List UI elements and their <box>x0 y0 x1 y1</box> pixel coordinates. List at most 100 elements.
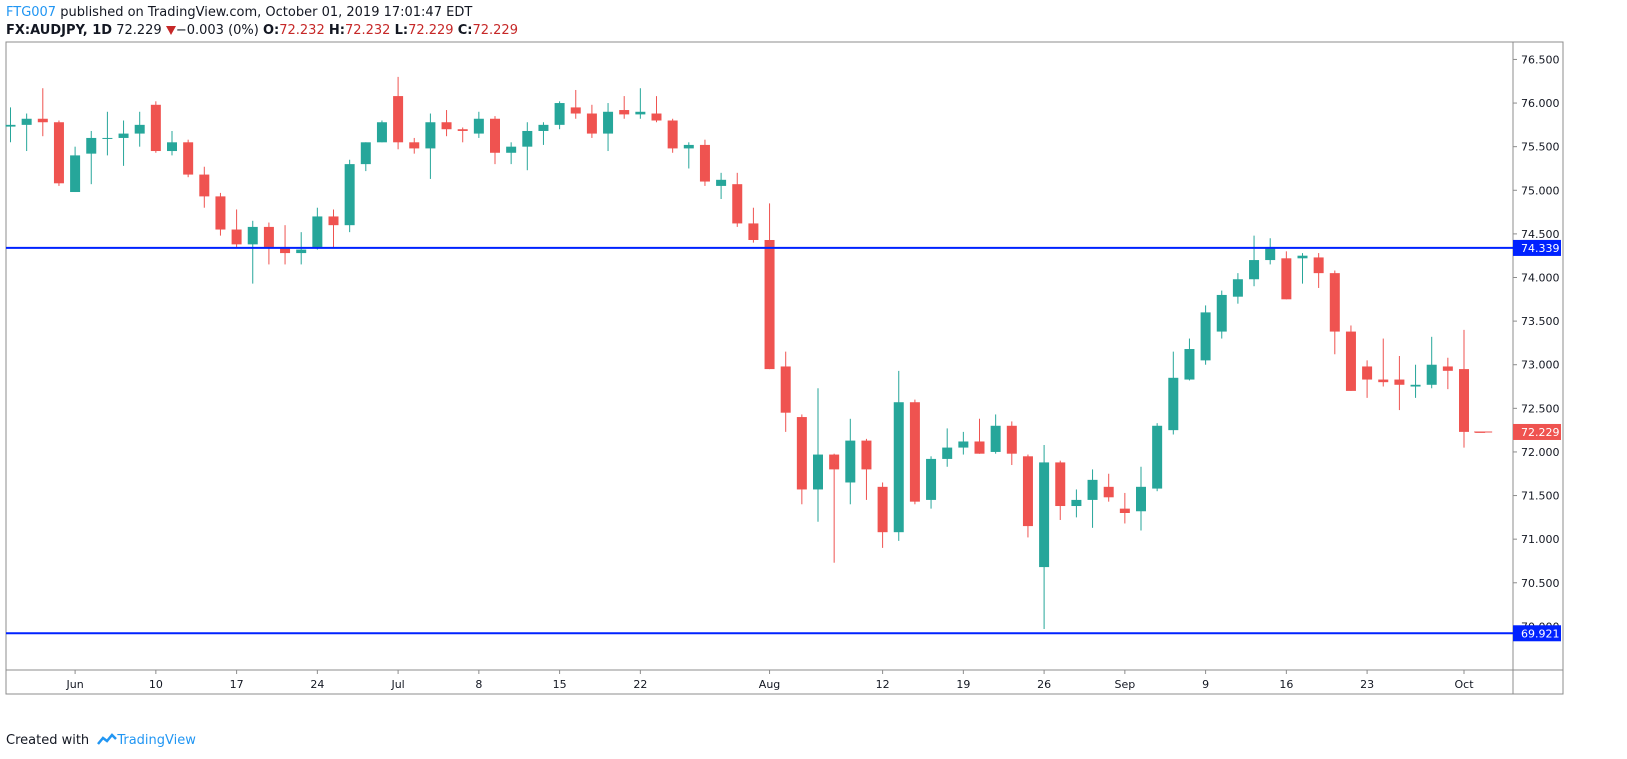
candle-body <box>619 110 630 115</box>
candle <box>328 209 339 247</box>
candle <box>635 88 646 119</box>
candle-body <box>1410 384 1421 387</box>
candle <box>1136 466 1146 531</box>
candle <box>619 96 630 119</box>
x-tick-label: Jul <box>390 678 404 691</box>
candle <box>21 113 32 152</box>
candle <box>473 111 484 138</box>
candle-body <box>942 447 953 459</box>
candle-body <box>974 441 985 454</box>
candle <box>199 166 210 208</box>
candle <box>1119 492 1130 524</box>
hline-price-tag: 69.921 <box>1521 627 1560 640</box>
x-tick-label: Oct <box>1454 678 1474 691</box>
author-link[interactable]: FTG007 <box>6 5 57 20</box>
candle-body <box>441 122 452 130</box>
price-tags-layer: 74.339 69.921 72.229 <box>1474 239 1561 642</box>
chart-header: FTG007 published on TradingView.com, Oct… <box>6 4 518 40</box>
candles-layer <box>5 76 1486 630</box>
candle-body <box>958 441 969 448</box>
candle-body <box>1362 366 1373 380</box>
candle <box>1168 351 1179 435</box>
candle <box>183 139 194 178</box>
candle <box>1232 273 1243 304</box>
candle <box>1006 421 1017 466</box>
candle <box>150 101 161 153</box>
candle <box>683 142 694 169</box>
candle-body <box>215 196 226 230</box>
candle-body <box>1442 366 1453 371</box>
time-axis: Jun 10 17 24 Jul 8 15 22 Aug 12 19 26 Sep 9 16 23 Oct <box>66 670 1474 691</box>
candle-body <box>86 137 97 154</box>
candle <box>861 438 872 500</box>
candle-body <box>167 142 177 152</box>
candle <box>1459 329 1469 448</box>
candle-body <box>522 130 533 147</box>
candle <box>490 116 500 165</box>
price-axis: 70.00070.50071.00071.50072.00072.50073.0… <box>1513 53 1560 633</box>
candle-body <box>1426 364 1437 385</box>
candle <box>813 388 823 522</box>
candle <box>699 139 710 186</box>
candle <box>877 482 888 548</box>
candle-body <box>1232 279 1243 297</box>
candle-body <box>37 118 48 123</box>
candle <box>1071 489 1082 518</box>
candle-body <box>102 137 113 139</box>
candle-body <box>1022 456 1033 527</box>
candle-body <box>990 425 1001 452</box>
candle-body <box>909 402 920 502</box>
down-arrow-icon <box>165 26 176 35</box>
candle-body <box>376 122 387 143</box>
candle-body <box>1006 425 1017 454</box>
x-tick-label: Jun <box>66 678 84 691</box>
candle-body <box>473 118 484 134</box>
candle <box>570 89 581 119</box>
chart-frame <box>5 41 1564 695</box>
horizontal-lines-layer <box>6 246 1513 635</box>
candle <box>393 76 404 150</box>
candle <box>1426 336 1437 389</box>
candle <box>1394 356 1405 411</box>
candle-body <box>586 113 597 134</box>
candle <box>457 127 468 143</box>
x-tick-label: 8 <box>475 678 482 691</box>
candle-body <box>1216 294 1227 332</box>
candle-body <box>1297 255 1308 259</box>
candle <box>506 142 517 165</box>
candle <box>974 418 985 454</box>
candle <box>667 118 678 153</box>
candle <box>1055 460 1066 520</box>
candle-body <box>1394 379 1405 385</box>
candle <box>1281 251 1292 300</box>
candle <box>312 207 323 250</box>
candle-body <box>263 226 274 247</box>
candle <box>748 207 759 243</box>
x-tick-label: 16 <box>1279 678 1293 691</box>
candle-body <box>490 118 500 153</box>
candle-body <box>1329 273 1340 332</box>
tradingview-link[interactable]: TradingView <box>117 733 196 748</box>
candle-body <box>296 249 307 254</box>
candle-body <box>1313 257 1324 274</box>
candle-body <box>1249 260 1260 280</box>
hline-price-tag-bg <box>1513 625 1561 642</box>
candle-body <box>1281 258 1292 300</box>
candle <box>796 414 807 505</box>
candle <box>280 225 291 265</box>
candle-body <box>1119 508 1130 513</box>
hline-price-tag-bg <box>1513 239 1561 256</box>
candle <box>1087 469 1098 528</box>
candle-body <box>344 164 355 226</box>
open-value: 72.232 <box>279 23 325 38</box>
candle <box>958 431 969 455</box>
candle <box>37 88 48 137</box>
candle-body <box>764 239 775 370</box>
candle-body <box>893 402 904 533</box>
candle-body <box>780 366 791 413</box>
candle-body <box>926 458 937 500</box>
candle <box>360 142 371 172</box>
candle <box>1249 235 1260 287</box>
candle-body <box>1378 379 1389 383</box>
